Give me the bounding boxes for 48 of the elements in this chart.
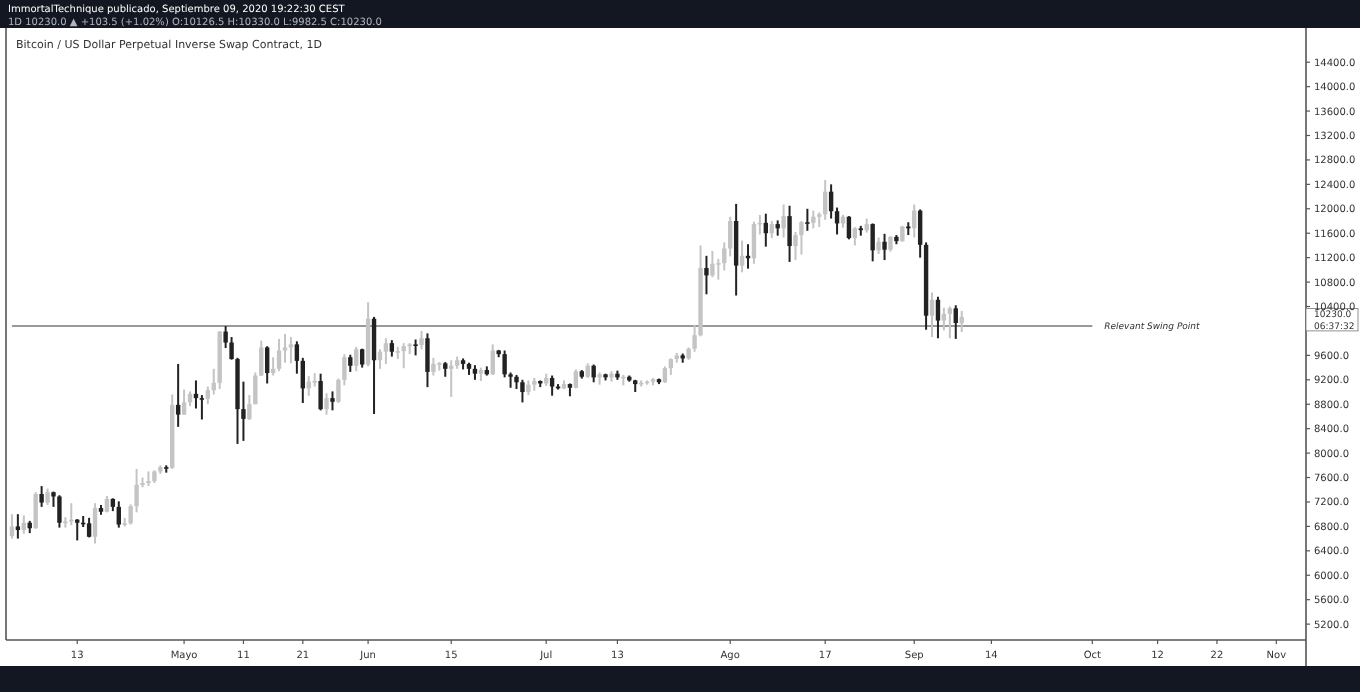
- candlestick: [549, 374, 555, 397]
- candlestick: [425, 332, 430, 389]
- candlestick: [419, 329, 424, 351]
- candlestick: [354, 345, 359, 373]
- candlestick: [39, 485, 44, 508]
- candlestick: [264, 345, 270, 385]
- candlestick: [92, 502, 98, 545]
- candlestick: [935, 295, 941, 340]
- candlestick: [276, 337, 282, 373]
- candlestick: [330, 390, 335, 412]
- candlestick: [882, 232, 887, 262]
- candlestick: [33, 491, 38, 530]
- candlestick: [116, 500, 121, 529]
- candlestick: [953, 304, 958, 340]
- candlestick: [371, 315, 377, 416]
- candlestick: [318, 372, 323, 412]
- candlestick: [282, 333, 288, 364]
- candlestick: [9, 513, 15, 540]
- candlestick: [401, 342, 406, 370]
- candlestick: [805, 207, 810, 232]
- candlestick: [57, 494, 62, 529]
- candlestick: [490, 343, 495, 376]
- candlestick: [181, 388, 187, 416]
- candlestick: [365, 301, 371, 368]
- candlestick: [751, 220, 757, 265]
- candlestick: [739, 239, 745, 274]
- candlestick: [941, 306, 947, 332]
- candlestick: [781, 203, 786, 239]
- candlestick: [75, 518, 80, 542]
- candlestick: [787, 204, 792, 263]
- candlestick: [15, 513, 21, 540]
- candlestick: [69, 502, 74, 527]
- candlestick: [324, 392, 329, 416]
- candlestick: [259, 339, 264, 378]
- candlestick: [710, 249, 715, 279]
- candlestick: [733, 202, 739, 297]
- candlestick: [870, 222, 875, 263]
- candlestick: [520, 378, 525, 404]
- candlestick: [383, 337, 389, 365]
- candlestick: [799, 220, 804, 256]
- candlestick: [929, 291, 935, 339]
- candlestick: [947, 305, 953, 340]
- candlestick: [449, 359, 454, 398]
- candlestick: [175, 362, 181, 428]
- candlestick: [288, 336, 294, 365]
- candlestick: [704, 254, 709, 296]
- candlestick: [852, 226, 858, 247]
- candlestick: [146, 470, 151, 488]
